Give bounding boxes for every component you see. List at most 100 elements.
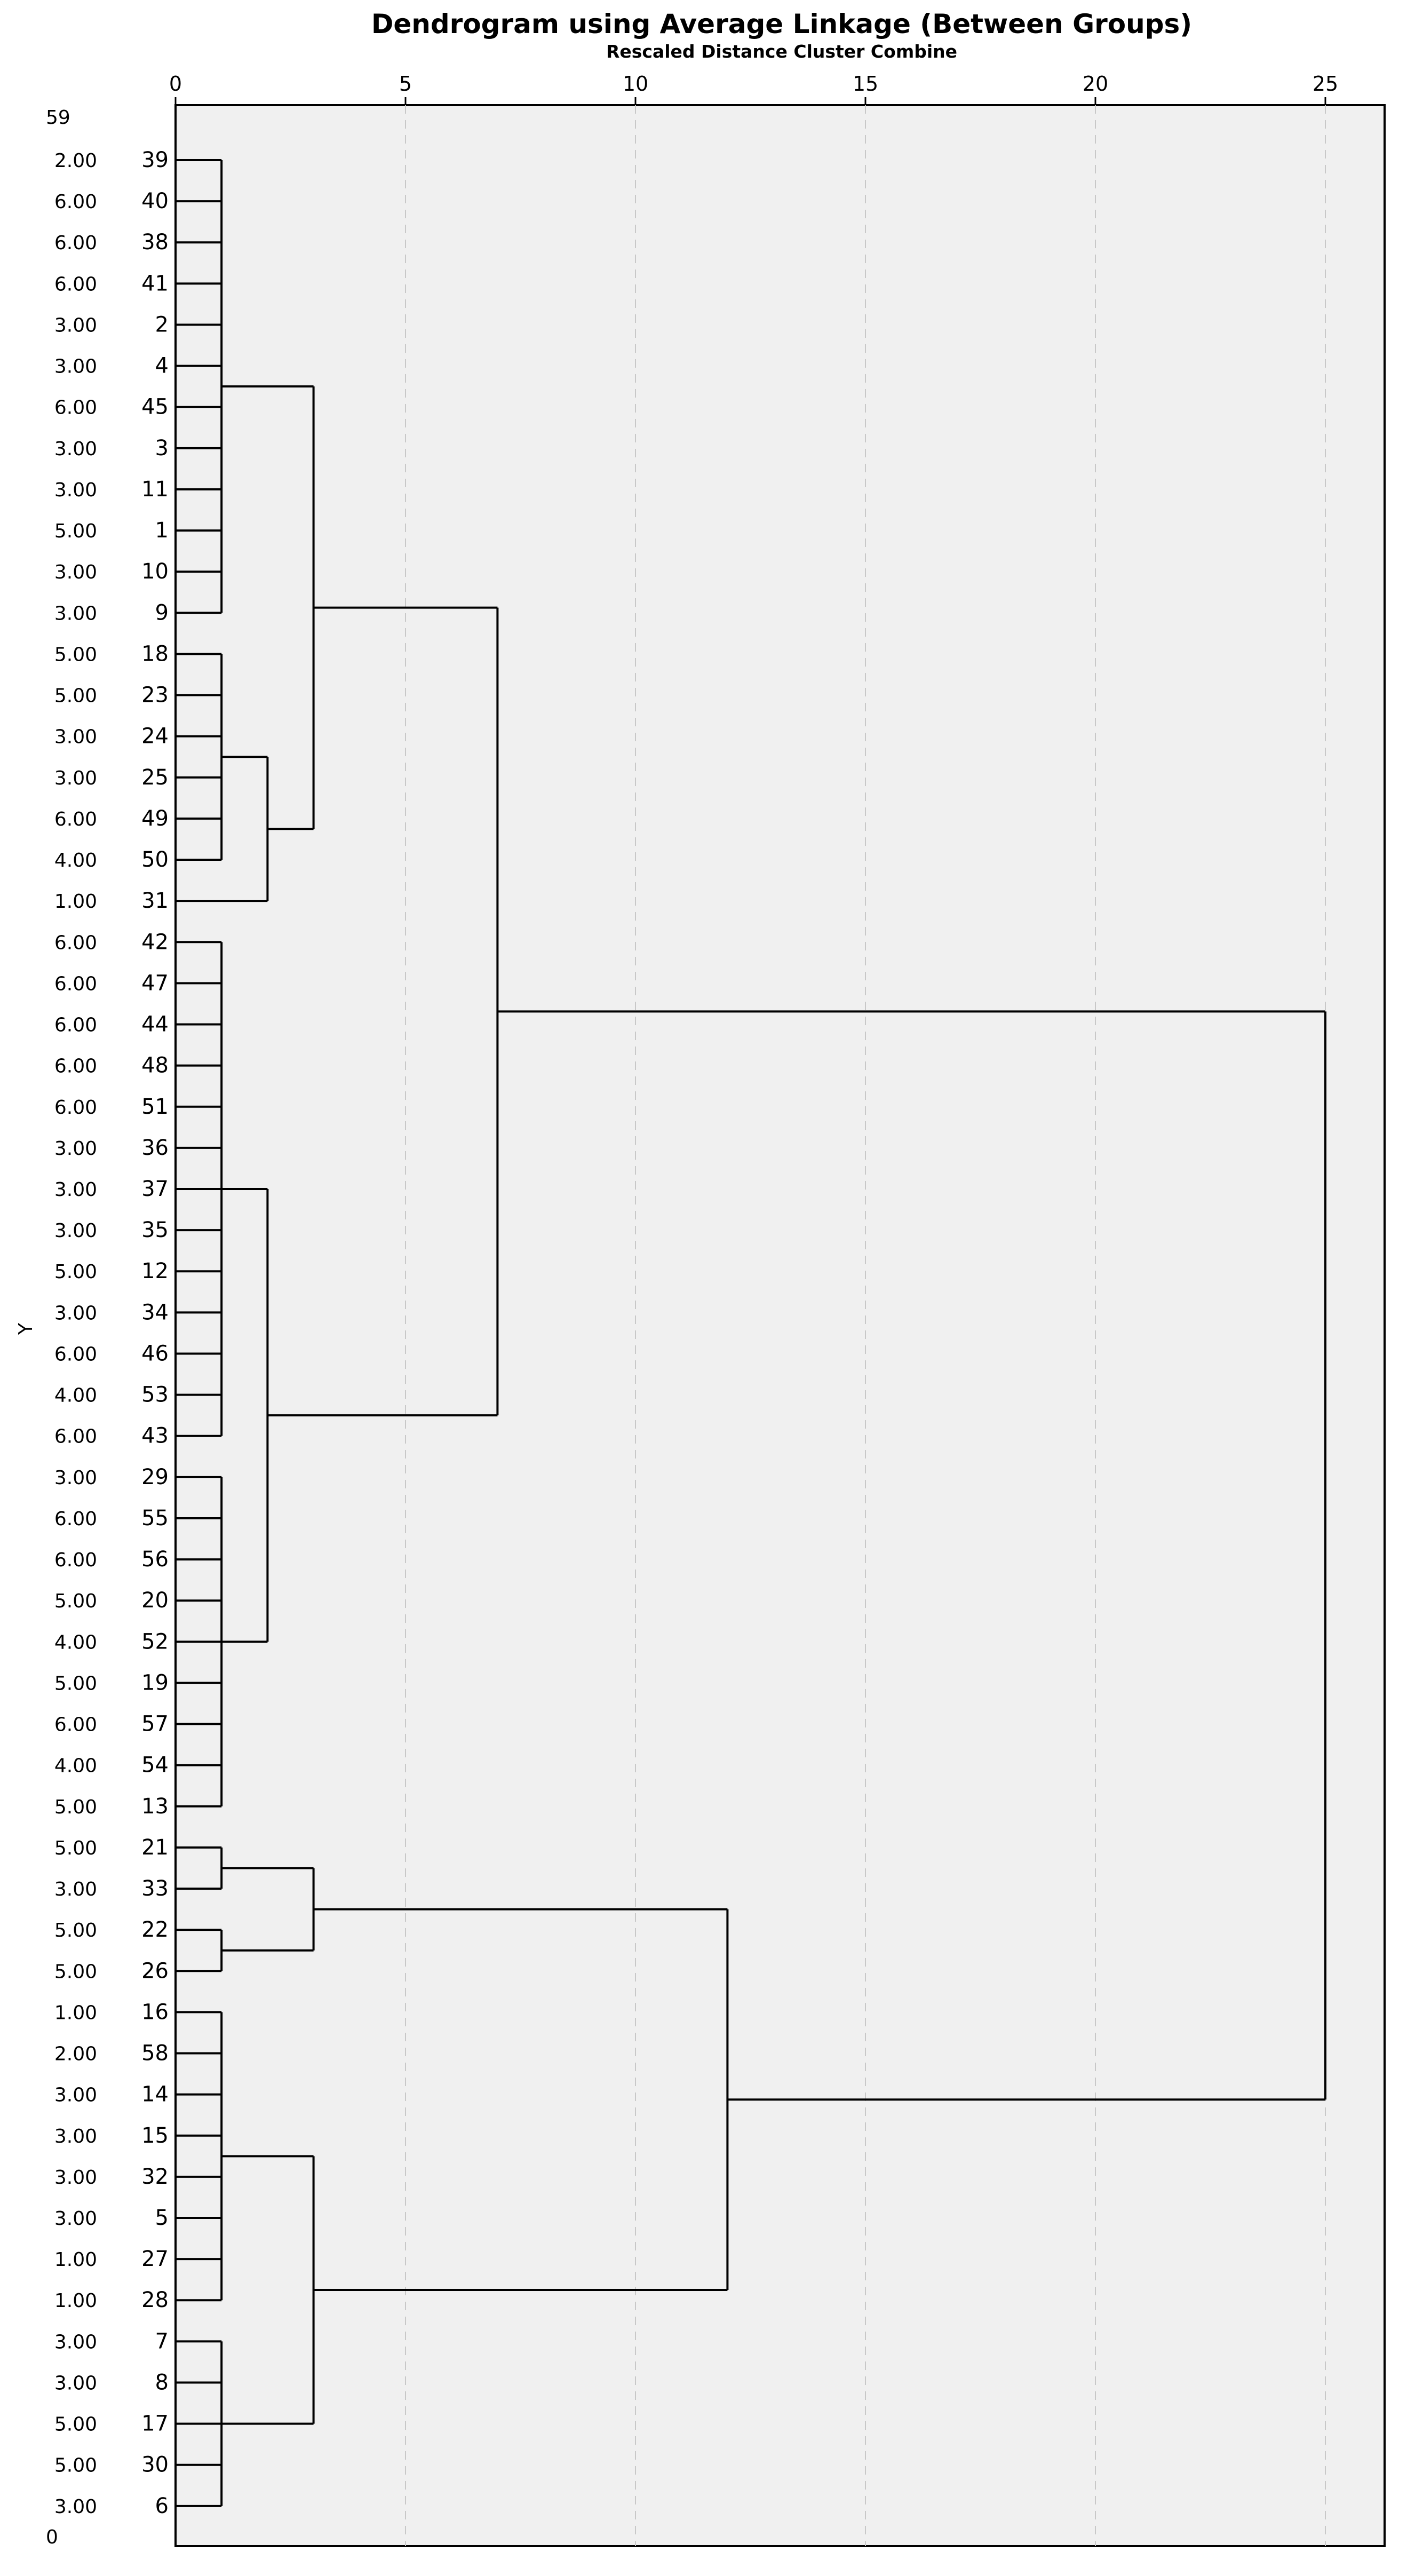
footer-zero-label: 0 (46, 2526, 58, 2548)
leaf-y-value: 3.00 (54, 1879, 97, 1900)
leaf-case-id: 51 (141, 1095, 169, 1119)
leaf-y-value: 6.00 (54, 1343, 97, 1365)
leaf-y-value: 6.00 (54, 397, 97, 419)
leaf-y-value: 3.00 (54, 2084, 97, 2106)
leaf-case-id: 14 (141, 2082, 169, 2107)
leaf-y-value: 3.00 (54, 2331, 97, 2353)
dendrogram-links (176, 159, 1326, 2507)
leaf-case-id: 58 (141, 2041, 169, 2066)
leaf-case-id: 52 (141, 1629, 169, 1654)
leaf-case-id: 22 (141, 1917, 169, 1942)
leaf-case-id: 17 (141, 2412, 169, 2436)
leaf-case-id: 33 (141, 1876, 169, 1901)
leaf-y-value: 3.00 (54, 1138, 97, 1160)
grid-lines (405, 105, 1326, 2546)
leaf-case-id: 18 (141, 641, 169, 666)
leaf-y-value: 6.00 (54, 973, 97, 995)
leaf-case-id: 5 (155, 2206, 169, 2230)
leaf-case-id: 4 (155, 354, 169, 378)
leaf-case-id: 24 (141, 724, 169, 749)
leaf-case-id: 48 (141, 1053, 169, 1078)
leaf-case-id: 38 (141, 230, 169, 255)
leaf-y-value: 6.00 (54, 1508, 97, 1530)
leaf-labels: 2.00 396.00 406.00 386.00 413.00 23.00 46.00 45… (54, 148, 169, 2518)
leaf-y-value: 5.00 (54, 2414, 97, 2436)
leaf-y-value: 5.00 (54, 1920, 97, 1941)
leaf-case-id: 11 (141, 477, 169, 502)
leaf-y-value: 3.00 (54, 2167, 97, 2189)
leaf-case-id: 40 (141, 189, 169, 213)
leaf-y-value: 6.00 (54, 273, 97, 295)
leaf-y-value: 1.00 (54, 2002, 97, 2024)
chart-subtitle: Rescaled Distance Cluster Combine (606, 41, 957, 62)
leaf-case-id: 49 (141, 806, 169, 831)
leaf-y-value: 1.00 (54, 2249, 97, 2271)
leaf-case-id: 15 (141, 2123, 169, 2148)
leaf-case-id: 35 (141, 1218, 169, 1242)
leaf-y-value: 5.00 (54, 644, 97, 665)
x-tick-label-15: 15 (853, 72, 878, 96)
leaf-case-id: 28 (141, 2288, 169, 2312)
leaf-case-id: 13 (141, 1794, 169, 1819)
plot-area (174, 104, 1386, 2547)
leaf-y-value: 3.00 (54, 1179, 97, 1201)
leaf-y-value: 3.00 (54, 1220, 97, 1242)
chart-title: Dendrogram using Average Linkage (Betwee… (371, 9, 1192, 39)
leaf-y-value: 5.00 (54, 1261, 97, 1283)
leaf-case-id: 43 (141, 1424, 169, 1448)
leaf-y-value: 3.00 (54, 767, 97, 789)
leaf-y-value: 6.00 (54, 1014, 97, 1036)
leaf-case-id: 23 (141, 683, 169, 708)
leaf-case-id: 20 (141, 1588, 169, 1613)
leaf-y-value: 5.00 (54, 1796, 97, 1818)
leaf-case-id: 31 (141, 889, 169, 913)
leaf-case-id: 29 (141, 1465, 169, 1489)
leaf-y-value: 3.00 (54, 561, 97, 583)
leaf-case-id: 2 (155, 312, 169, 337)
leaf-y-value: 3.00 (54, 1467, 97, 1489)
leaf-y-value: 3.00 (54, 2208, 97, 2230)
leaf-case-id: 46 (141, 1341, 169, 1366)
leaf-y-value: 5.00 (54, 2455, 97, 2477)
leaf-case-id: 45 (141, 395, 169, 419)
leaf-case-id: 26 (141, 1959, 169, 1983)
leaf-y-value: 1.00 (54, 2290, 97, 2312)
leaf-case-id: 10 (141, 559, 169, 584)
leaf-y-value: 5.00 (54, 1673, 97, 1694)
leaf-y-value: 3.00 (54, 1302, 97, 1324)
leaf-y-value: 3.00 (54, 2496, 97, 2518)
leaf-case-id: 53 (141, 1383, 169, 1407)
leaf-case-id: 42 (141, 930, 169, 954)
leaf-y-value: 3.00 (54, 438, 97, 460)
leaf-case-id: 32 (141, 2165, 169, 2189)
leaf-y-value: 6.00 (54, 191, 97, 213)
leaf-case-id: 56 (141, 1547, 169, 1572)
leaf-case-id: 57 (141, 1712, 169, 1737)
leaf-case-id: 30 (141, 2453, 169, 2477)
leaf-case-id: 19 (141, 1670, 169, 1695)
leaf-y-value: 3.00 (54, 314, 97, 336)
leaf-case-id: 6 (155, 2494, 169, 2518)
leaf-y-value: 5.00 (54, 1590, 97, 1612)
leaf-y-value: 6.00 (54, 1714, 97, 1736)
x-tick-label-25: 25 (1313, 72, 1338, 96)
leaf-y-value: 5.00 (54, 1961, 97, 1983)
leaf-y-value: 5.00 (54, 520, 97, 542)
leaf-y-value: 6.00 (54, 809, 97, 830)
leaf-y-value: 6.00 (54, 1549, 97, 1571)
leaf-case-id: 21 (141, 1835, 169, 1860)
leaf-case-id: 54 (141, 1753, 169, 1778)
header-count-label: 59 (46, 107, 70, 129)
leaf-y-value: 2.00 (54, 2043, 97, 2065)
leaf-y-value: 1.00 (54, 891, 97, 913)
leaf-case-id: 27 (141, 2247, 169, 2271)
leaf-case-id: 37 (141, 1177, 169, 1201)
leaf-y-value: 3.00 (54, 726, 97, 748)
leaf-case-id: 50 (141, 847, 169, 872)
leaf-y-value: 6.00 (54, 232, 97, 254)
leaf-case-id: 3 (155, 436, 169, 461)
leaf-case-id: 47 (141, 971, 169, 995)
leaf-case-id: 16 (141, 2000, 169, 2024)
x-tick-label-0: 0 (169, 72, 182, 96)
